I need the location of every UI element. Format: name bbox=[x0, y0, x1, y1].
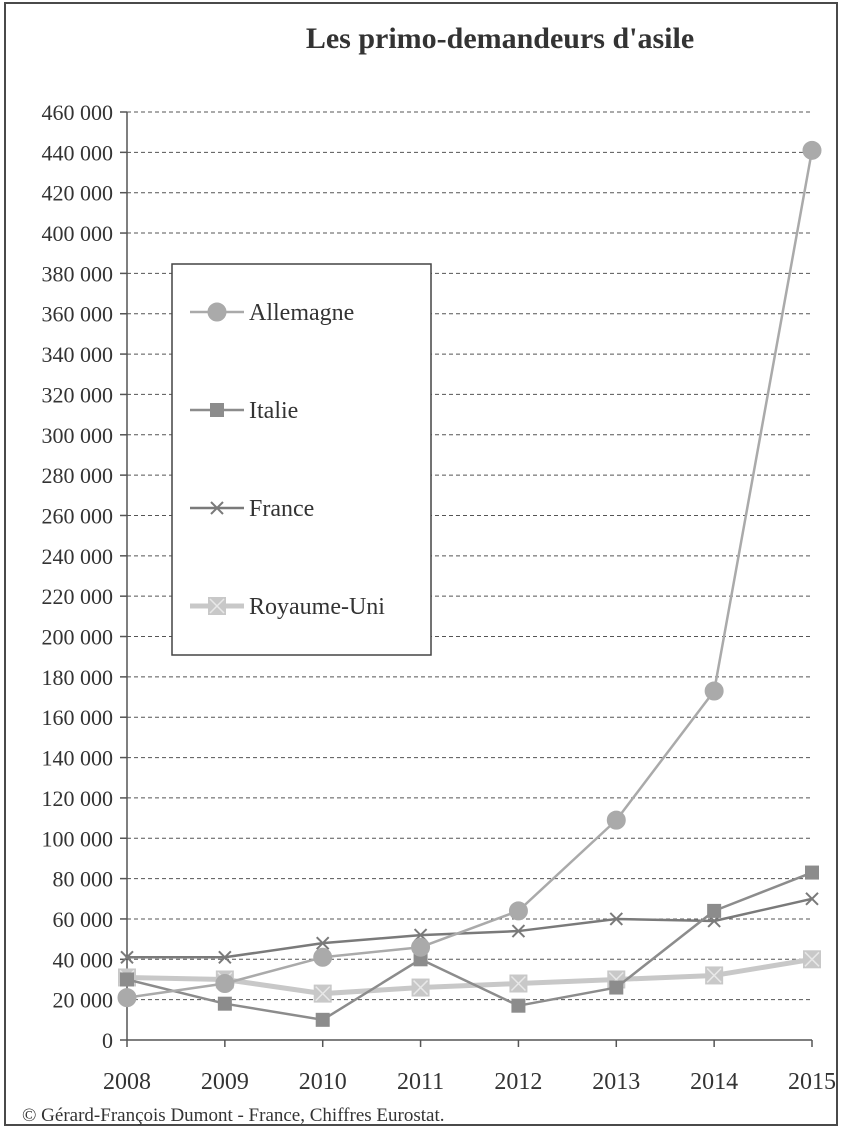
square-marker-cross bbox=[706, 967, 722, 983]
x-tick-label: 2009 bbox=[201, 1069, 249, 1095]
series-line bbox=[126, 871, 813, 1022]
y-tick-label: 300 000 bbox=[42, 423, 114, 448]
series-france bbox=[120, 892, 819, 964]
y-tick-label: 60 000 bbox=[53, 907, 114, 932]
legend-item: Italie bbox=[190, 398, 298, 424]
x-marker-stroke bbox=[120, 950, 134, 964]
y-tick-label: 80 000 bbox=[53, 867, 114, 892]
y-tick-label: 240 000 bbox=[42, 544, 114, 569]
y-tick-label: 100 000 bbox=[42, 826, 114, 851]
square-marker-cross bbox=[804, 951, 820, 967]
legend-label: Italie bbox=[249, 398, 298, 424]
source-credit: © Gérard-François Dumont - France, Chiff… bbox=[22, 1105, 444, 1126]
data-point bbox=[215, 974, 235, 994]
legend-box bbox=[171, 263, 432, 656]
legend-marker bbox=[210, 403, 224, 417]
y-tick-label: 160 000 bbox=[42, 705, 114, 730]
legend-item: France bbox=[190, 496, 314, 522]
legend-label: France bbox=[249, 496, 314, 522]
series-line bbox=[126, 150, 814, 999]
y-tick-label: 260 000 bbox=[42, 503, 114, 528]
data-point bbox=[805, 865, 819, 880]
x-tick-label: 2010 bbox=[299, 1069, 347, 1095]
x-marker-stroke bbox=[218, 950, 232, 964]
data-point bbox=[805, 892, 819, 906]
data-point bbox=[705, 966, 724, 985]
x-tick-label: 2008 bbox=[103, 1069, 151, 1095]
y-tick-label: 400 000 bbox=[42, 221, 114, 246]
data-point bbox=[218, 950, 232, 964]
series-allemagne bbox=[117, 140, 822, 1008]
y-tick-label: 380 000 bbox=[42, 261, 114, 286]
y-tick-label: 420 000 bbox=[42, 181, 114, 206]
data-point bbox=[217, 996, 232, 1011]
y-tick-label: 320 000 bbox=[42, 382, 114, 407]
series-italie bbox=[120, 865, 819, 1027]
y-tick-label: 200 000 bbox=[42, 625, 114, 650]
data-point bbox=[120, 950, 134, 964]
legend-marker bbox=[208, 597, 226, 615]
x-tick-label: 2014 bbox=[690, 1069, 738, 1095]
x-tick-label: 2011 bbox=[397, 1069, 444, 1095]
data-point bbox=[802, 140, 822, 160]
x-marker-stroke bbox=[316, 936, 330, 950]
legend-item: Allemagne bbox=[190, 300, 354, 326]
data-point bbox=[707, 903, 722, 918]
data-point bbox=[313, 984, 332, 1003]
x-marker-stroke bbox=[609, 912, 623, 926]
data-point bbox=[315, 1012, 330, 1027]
y-tick-label: 40 000 bbox=[53, 947, 114, 972]
y-tick-label: 280 000 bbox=[42, 463, 114, 488]
series-lines bbox=[117, 140, 822, 1027]
x-marker-stroke bbox=[210, 501, 224, 515]
series-royaume-uni bbox=[118, 950, 821, 1003]
axes: 0 20 000 40 000 60 000 80 000 100 000 120 000 1… bbox=[42, 100, 837, 1095]
y-tick-label: 140 000 bbox=[42, 746, 114, 771]
y-tick-label: 360 000 bbox=[42, 302, 114, 327]
y-tick-label: 460 000 bbox=[42, 100, 114, 125]
data-point bbox=[117, 988, 137, 1008]
data-point bbox=[704, 681, 724, 701]
legend-label: Allemagne bbox=[249, 300, 354, 326]
data-point bbox=[316, 936, 330, 950]
x-tick-label: 2013 bbox=[592, 1069, 640, 1095]
data-point bbox=[511, 924, 526, 938]
data-point bbox=[609, 912, 623, 926]
square-marker-cross bbox=[413, 980, 429, 996]
x-marker-stroke bbox=[805, 892, 819, 906]
x-tick-label: 2015 bbox=[788, 1069, 836, 1095]
data-point bbox=[511, 998, 526, 1013]
legend-marker bbox=[210, 501, 224, 515]
series-line bbox=[127, 897, 813, 959]
series-line bbox=[126, 956, 813, 997]
data-point bbox=[509, 974, 528, 993]
data-point bbox=[411, 978, 430, 997]
y-tick-label: 0 bbox=[102, 1028, 113, 1053]
data-point bbox=[606, 810, 626, 830]
y-tick-label: 340 000 bbox=[42, 342, 114, 367]
data-point bbox=[411, 937, 431, 957]
y-tick-label: 440 000 bbox=[42, 140, 114, 165]
legend-item: Royaume-Uni bbox=[190, 594, 385, 620]
data-point bbox=[803, 950, 821, 969]
x-marker-stroke bbox=[511, 924, 526, 938]
legend-marker bbox=[207, 302, 227, 322]
y-tick-label: 20 000 bbox=[53, 988, 114, 1013]
square-marker-cross bbox=[315, 986, 331, 1002]
data-point bbox=[120, 972, 134, 987]
data-point bbox=[313, 947, 333, 967]
x-tick-label: 2012 bbox=[494, 1069, 542, 1095]
square-marker-cross bbox=[510, 975, 526, 992]
data-point bbox=[609, 980, 624, 995]
y-tick-label: 180 000 bbox=[42, 665, 114, 690]
legend: Allemagne Italie France Royaume-Uni bbox=[171, 263, 432, 656]
y-tick-label: 120 000 bbox=[42, 786, 114, 811]
y-tick-label: 220 000 bbox=[42, 584, 114, 609]
data-point bbox=[508, 901, 528, 921]
legend-label: Royaume-Uni bbox=[249, 594, 385, 620]
chart-frame bbox=[4, 2, 838, 1126]
square-marker-cross bbox=[209, 598, 225, 614]
chart-title: Les primo-demandeurs d'asile bbox=[306, 22, 694, 55]
